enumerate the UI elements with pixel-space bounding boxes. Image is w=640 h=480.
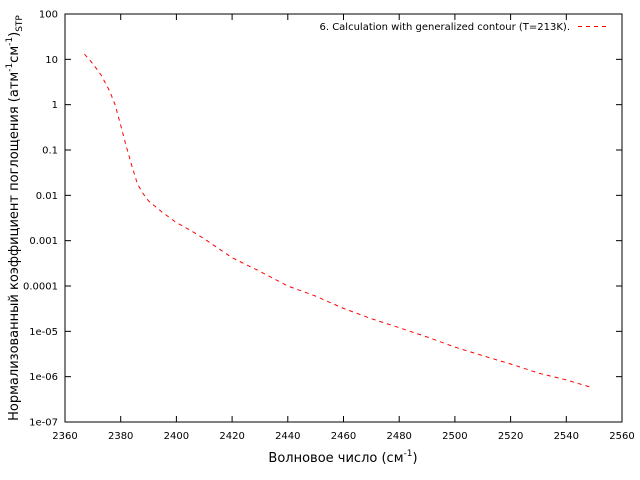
x-tick-label: 2400 <box>164 431 189 442</box>
plot-frame <box>64 13 623 423</box>
x-tick-label: 2420 <box>219 431 244 442</box>
y-axis-label: Нормализованный коэффициент поглощения (… <box>5 15 25 421</box>
x-tick-label: 2440 <box>275 431 300 442</box>
y-tick-label: 0.1 <box>42 146 58 157</box>
x-tick-label: 2500 <box>442 431 467 442</box>
x-tick-label: 2540 <box>554 431 579 442</box>
x-tick-label: 2520 <box>498 431 523 442</box>
legend-label: 6. Calculation with generalized contour … <box>319 22 570 33</box>
ticks: 2360 2380 2400 2420 2440 2460 2480 2500 2520 2540… <box>23 10 635 443</box>
x-tick-label: 2360 <box>52 431 77 442</box>
x-tick-label: 2460 <box>331 431 356 442</box>
y-tick-label: 0.01 <box>36 191 58 202</box>
y-tick-label: 10 <box>45 55 58 66</box>
y-tick-label: 0.0001 <box>23 282 58 293</box>
series-layer <box>84 53 592 388</box>
legend: 6. Calculation with generalized contour … <box>319 22 610 33</box>
y-tick-label: 1e-07 <box>29 418 58 429</box>
x-tick-label: 2560 <box>609 431 634 442</box>
x-tick-label: 2480 <box>386 431 411 442</box>
y-tick-label: 1e-05 <box>29 327 58 338</box>
x-tick-label: 2380 <box>108 431 133 442</box>
x-axis-label: Волновое число (см-1) <box>268 449 417 466</box>
series-line-0 <box>84 53 592 388</box>
y-tick-label: 1e-06 <box>29 372 58 383</box>
y-tick-label: 0.001 <box>29 236 58 247</box>
y-tick-label: 1 <box>52 100 58 111</box>
y-tick-label: 100 <box>39 10 58 21</box>
